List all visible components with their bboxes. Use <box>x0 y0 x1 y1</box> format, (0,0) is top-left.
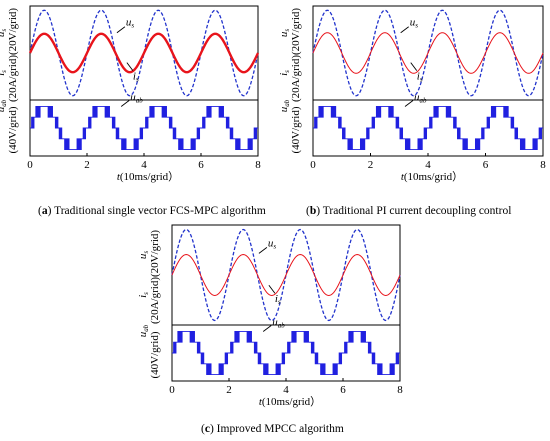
y-symbol-uab: uab <box>278 99 291 112</box>
series-u_s <box>29 9 259 97</box>
panel-a: 0 2 4 6 8 t(10ms/grid） (20A/grid)(20V/grid) (40… <box>0 5 261 183</box>
x-tick-label: 2 <box>368 159 374 171</box>
arrow-is <box>268 284 276 294</box>
y-symbol-us: us <box>0 29 8 38</box>
arrow-is <box>410 62 418 71</box>
series-u_ab <box>172 331 400 375</box>
arrow-is <box>126 62 134 71</box>
y-symbol-is: is <box>278 70 291 76</box>
arrow-us <box>258 247 268 254</box>
x-tick-label: 6 <box>198 159 204 171</box>
panel-c: 0 2 4 6 8 t(10ms/grid） (20A/grid)(20V/grid) (40… <box>137 224 403 408</box>
arrow-us <box>116 26 126 34</box>
caption-a: (a) Traditional single vector FCS-MPC al… <box>38 205 266 217</box>
x-axis-label: t(10ms/grid） <box>117 170 179 183</box>
label-uab: uab <box>272 316 285 329</box>
caption-b: (b) Traditional PI current decoupling co… <box>306 205 512 217</box>
x-tick-label: 2 <box>226 384 232 396</box>
y-symbol-uab: uab <box>0 99 8 112</box>
panel-b: 0 2 4 6 8 t(10ms/grid） (20A/grid)(20V/grid) (40… <box>278 5 546 183</box>
x-tick-label: 8 <box>397 384 403 396</box>
x-tick-label: 6 <box>340 384 346 396</box>
series-u_s <box>171 228 401 322</box>
y-axis-label-bottom: (40V/grid) <box>290 106 302 153</box>
x-tick-label: 8 <box>255 159 261 171</box>
caption-c: (c) Improved MPCC algorithm <box>201 423 344 435</box>
y-axis-label-top: (20A/grid)(20V/grid) <box>290 8 302 102</box>
x-axis-label: t(10ms/grid） <box>401 170 463 183</box>
arrow-uab <box>404 100 414 107</box>
x-tick-label: 2 <box>84 159 90 171</box>
y-symbol-is: is <box>137 292 150 298</box>
label-uab: uab <box>130 91 143 104</box>
x-tick-label: 0 <box>310 159 316 171</box>
x-tick-label: 4 <box>141 159 147 171</box>
x-tick-label: 4 <box>425 159 431 171</box>
arrow-us <box>400 26 409 34</box>
x-tick-label: 0 <box>169 384 175 396</box>
label-us: us <box>410 17 419 30</box>
x-tick-label: 8 <box>540 159 546 171</box>
plot-frame <box>171 224 401 382</box>
series-u_ab <box>30 106 258 150</box>
arrow-uab <box>262 325 272 332</box>
label-us: us <box>126 17 135 30</box>
arrow-uab <box>120 100 130 107</box>
x-axis-label: t(10ms/grid） <box>259 395 321 408</box>
label-is: is <box>417 71 423 84</box>
plot-frame <box>312 5 544 157</box>
series-i_s <box>28 32 260 74</box>
series-u_ab <box>313 106 543 150</box>
series-i_s <box>171 254 401 296</box>
y-symbol-us: us <box>137 251 150 260</box>
y-symbol-is: is <box>0 70 8 76</box>
y-axis-label-top: (20A/grid)(20V/grid) <box>149 230 161 324</box>
x-tick-label: 0 <box>27 159 33 171</box>
series-i_s <box>312 32 544 74</box>
label-uab: uab <box>414 91 427 104</box>
label-us: us <box>268 237 277 250</box>
y-axis-label-top: (20A/grid)(20V/grid) <box>7 8 19 102</box>
x-tick-label: 4 <box>283 384 289 396</box>
y-axis-label-bottom: (40V/grid) <box>149 331 161 378</box>
label-is: is <box>275 293 281 306</box>
x-tick-label: 6 <box>483 159 489 171</box>
label-is: is <box>133 71 139 84</box>
y-axis-label-bottom: (40V/grid) <box>7 106 19 153</box>
y-symbol-us: us <box>278 29 291 38</box>
y-symbol-uab: uab <box>137 324 150 337</box>
